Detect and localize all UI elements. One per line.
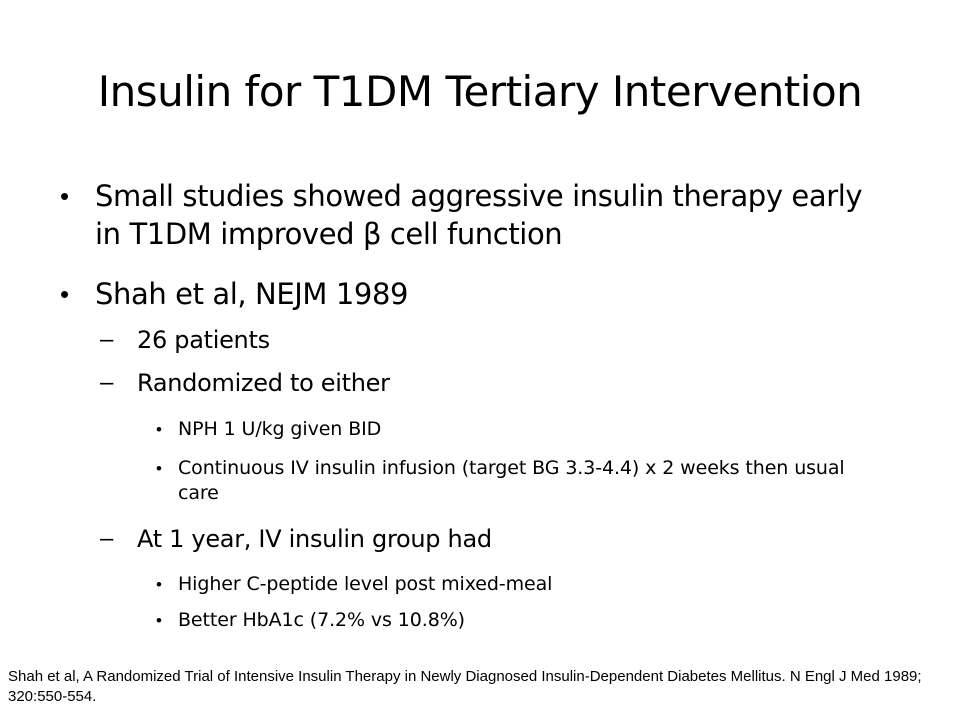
bullet-text: 26 patients bbox=[137, 326, 270, 354]
bullet-text: Randomized to either bbox=[137, 369, 390, 397]
bullet-dot-icon: • bbox=[156, 575, 162, 594]
dash-icon: – bbox=[100, 326, 114, 353]
sub-sub-bullet-c-peptide: • Higher C-peptide level post mixed-meal bbox=[156, 572, 878, 597]
slide-title: Insulin for T1DM Tertiary Intervention bbox=[97, 67, 863, 116]
dash-icon: – bbox=[100, 525, 114, 552]
sub-bullet-randomized: – Randomized to either bbox=[100, 368, 897, 398]
reference-footnote: Shah et al, A Randomized Trial of Intens… bbox=[8, 668, 922, 705]
bullet-dot-icon: • bbox=[156, 611, 162, 630]
bullet-text: Higher C-peptide level post mixed-meal bbox=[178, 573, 553, 595]
sub-sub-bullet-continuous-iv: • Continuous IV insulin infusion (target… bbox=[156, 456, 878, 506]
sub-sub-bullet-nph: • NPH 1 U/kg given BID bbox=[156, 417, 878, 442]
dash-icon: – bbox=[100, 369, 114, 396]
bullet-text: Small studies showed aggressive insulin … bbox=[95, 179, 863, 251]
bullet-dot-icon: • bbox=[60, 279, 69, 309]
sub-sub-bullet-hba1c: • Better HbA1c (7.2% vs 10.8%) bbox=[156, 608, 878, 633]
bullet-text: Continuous IV insulin infusion (target B… bbox=[178, 457, 845, 504]
bullet-dot-icon: • bbox=[60, 181, 69, 211]
bullet-shah-et-al: • Shah et al, NEJM 1989 bbox=[60, 275, 895, 313]
bullet-text: At 1 year, IV insulin group had bbox=[137, 525, 492, 553]
sub-bullet-patients: – 26 patients bbox=[100, 325, 897, 355]
bullet-dot-icon: • bbox=[156, 420, 162, 439]
sub-bullet-at-1-year: – At 1 year, IV insulin group had bbox=[100, 524, 897, 554]
bullet-text: NPH 1 U/kg given BID bbox=[178, 418, 382, 440]
bullet-dot-icon: • bbox=[156, 459, 162, 478]
bullet-small-studies: • Small studies showed aggressive insuli… bbox=[60, 177, 895, 253]
bullet-text: Shah et al, NEJM 1989 bbox=[95, 277, 409, 311]
bullet-list: • Small studies showed aggressive insuli… bbox=[60, 177, 897, 633]
bullet-text: Better HbA1c (7.2% vs 10.8%) bbox=[178, 609, 465, 631]
